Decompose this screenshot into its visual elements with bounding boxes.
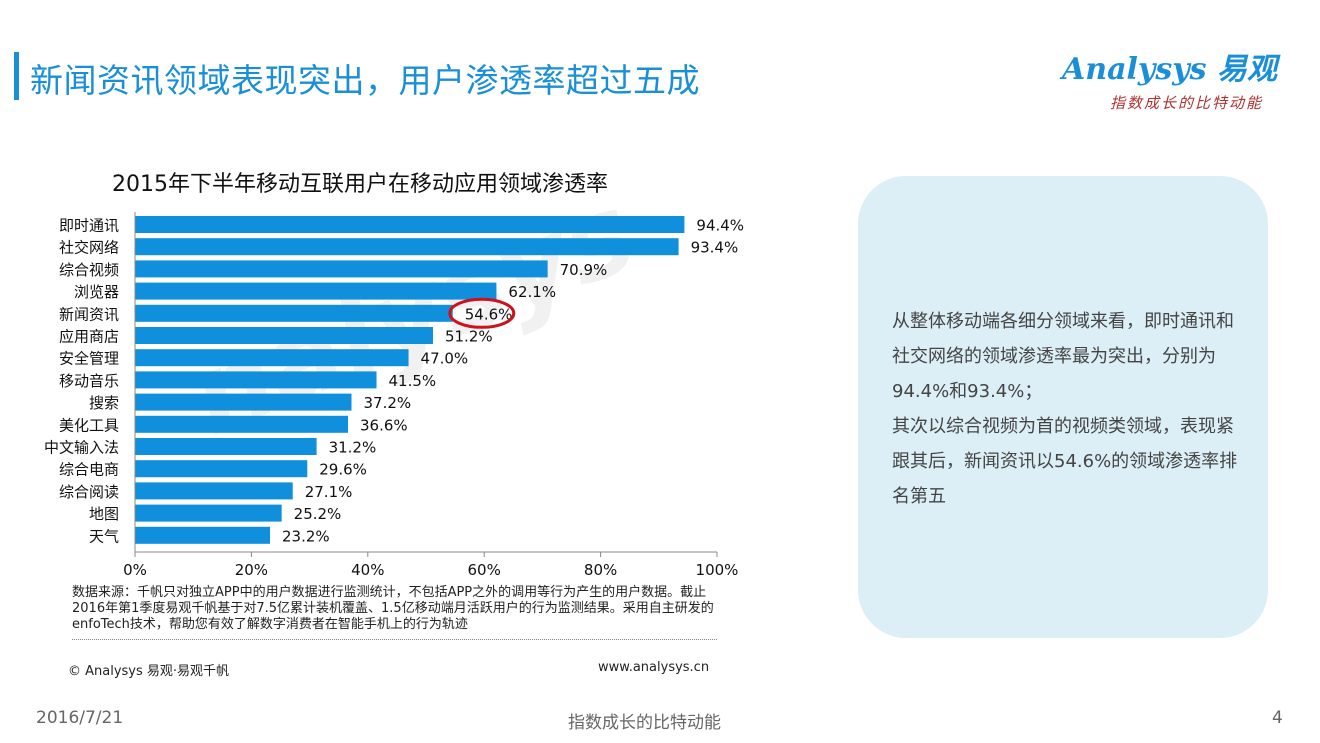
category-label-9: 美化工具 — [59, 416, 119, 434]
category-label-13: 地图 — [89, 505, 119, 523]
value-label-0: 94.4% — [696, 217, 744, 235]
insight-text: 从整体移动端各细分领域来看，即时通讯和社交网络的领域渗透率最为突出，分别为94.… — [892, 304, 1242, 514]
bar-10 — [135, 438, 317, 455]
x-tick-label-5: 100% — [696, 561, 739, 579]
value-label-11: 29.6% — [319, 461, 367, 479]
bar-3 — [135, 282, 497, 300]
footer-slogan: 指数成长的比特动能 — [568, 713, 721, 733]
category-label-4: 新闻资讯 — [59, 305, 119, 323]
bar-12 — [135, 482, 293, 500]
bar-11 — [135, 460, 308, 478]
copyright: © Analysys 易观·易观千帆 — [68, 664, 230, 679]
category-label-14: 天气 — [89, 527, 119, 545]
bar-1 — [135, 238, 679, 256]
value-label-4: 54.6% — [465, 305, 513, 323]
category-label-0: 即时通讯 — [59, 217, 119, 235]
category-label-5: 应用商店 — [59, 328, 119, 346]
category-label-12: 综合阅读 — [59, 483, 119, 501]
page-title: 新闻资讯领域表现突出，用户渗透率超过五成 — [30, 61, 700, 100]
bar-5 — [135, 327, 433, 344]
bar-13 — [135, 504, 282, 522]
value-label-7: 41.5% — [389, 372, 437, 390]
insight-paragraph-1: 从整体移动端各细分领域来看，即时通讯和社交网络的领域渗透率最为突出，分别为94.… — [892, 311, 1234, 402]
insight-paragraph-2: 其次以综合视频为首的视频类领域，表现紧跟其后，新闻资讯以54.6%的领域渗透率排… — [892, 416, 1238, 507]
x-tick-label-0: 0% — [123, 561, 147, 579]
insight-box: 从整体移动端各细分领域来看，即时通讯和社交网络的领域渗透率最为突出，分别为94.… — [858, 176, 1268, 638]
value-label-5: 51.2% — [445, 328, 493, 346]
value-label-13: 25.2% — [294, 505, 342, 523]
value-label-6: 47.0% — [421, 350, 469, 368]
value-label-1: 93.4% — [691, 239, 739, 257]
bar-0 — [135, 216, 685, 233]
bar-8 — [135, 393, 352, 411]
value-label-10: 31.2% — [329, 439, 377, 457]
bar-4 — [135, 304, 453, 322]
source-note: 数据来源：千帆只对独立APP中的用户数据进行监测统计，不包括APP之外的调用等行… — [72, 585, 714, 632]
title-accent-bar — [14, 52, 19, 100]
x-tick-label-1: 20% — [235, 561, 268, 579]
category-label-6: 安全管理 — [59, 350, 119, 368]
value-label-3: 62.1% — [508, 283, 556, 301]
x-tick-label-2: 40% — [351, 561, 384, 579]
category-label-7: 移动音乐 — [59, 372, 119, 390]
category-label-8: 搜索 — [89, 394, 119, 412]
bar-6 — [135, 349, 409, 367]
footer-date: 2016/7/21 — [36, 708, 124, 728]
source-divider — [72, 639, 717, 640]
page-number: 4 — [1272, 708, 1283, 728]
bar-14 — [135, 526, 271, 544]
value-label-9: 36.6% — [360, 416, 408, 434]
analysys-logo: Analysys 易观 指数成长的比特动能 — [1062, 44, 1292, 120]
x-tick-label-4: 80% — [584, 561, 617, 579]
category-label-2: 综合视频 — [59, 261, 119, 279]
value-label-2: 70.9% — [560, 261, 608, 279]
x-tick-label-3: 60% — [468, 561, 501, 579]
value-label-12: 27.1% — [305, 483, 353, 501]
logo-brand: Analysys 易观 — [1062, 52, 1278, 87]
logo-tagline: 指数成长的比特动能 — [1110, 94, 1264, 112]
category-label-1: 社交网络 — [59, 239, 119, 257]
value-label-8: 37.2% — [364, 394, 412, 412]
bar-9 — [135, 415, 349, 433]
website-link[interactable]: www.analysys.cn — [598, 660, 710, 675]
chart-title: 2015年下半年移动互联用户在移动应用领域渗透率 — [112, 172, 608, 197]
category-label-3: 浏览器 — [74, 283, 119, 301]
bar-2 — [135, 260, 548, 278]
bar-7 — [135, 371, 377, 389]
category-label-11: 综合电商 — [59, 461, 119, 479]
highlight-ring — [448, 297, 516, 329]
bar-chart: 即时通讯 94.4% 社交网络 93.4% 综合视频 70.9% 浏览器 62.1% 新闻资讯 5… — [44, 212, 744, 579]
category-label-10: 中文输入法 — [44, 439, 119, 457]
value-label-14: 23.2% — [282, 527, 330, 545]
